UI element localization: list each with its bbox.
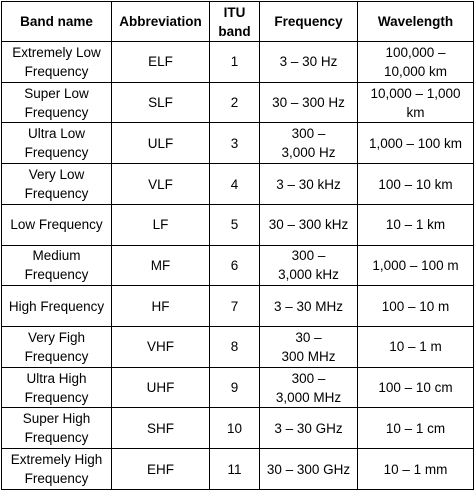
itu-band-cell: 7: [209, 285, 260, 328]
table-row: Very Low Frequency VLF 4 3 – 30 kHz 100 – 10…: [1, 163, 474, 205]
wavelength-cell: 10 – 1 m: [357, 326, 474, 368]
abbreviation-cell: HF: [111, 285, 210, 328]
itu-band-cell: 5: [209, 203, 260, 246]
band-name-cell: Low Frequency: [1, 203, 112, 246]
header-itu-band: ITU band: [209, 1, 260, 42]
abbreviation-cell: ULF: [111, 122, 210, 165]
band-name-cell: Ultra Low Frequency: [1, 122, 112, 165]
frequency-cell: 3 – 30 MHz: [259, 285, 358, 328]
band-name-cell: Extremely High Frequency: [1, 448, 112, 490]
table-row: High Frequency HF 7 3 – 30 MHz 100 – 10 m: [1, 285, 474, 328]
wavelength-cell: 1,000 – 100 m: [357, 244, 474, 287]
header-row: Band name Abbreviation ITU band Frequenc…: [1, 1, 474, 42]
abbreviation-cell: LF: [111, 203, 210, 246]
band-name-cell: Super High Frequency: [1, 407, 112, 450]
frequency-cell: 30 – 300 GHz: [259, 448, 358, 490]
wavelength-cell: 1,000 – 100 km: [357, 122, 474, 165]
frequency-cell: 300 – 3,000 kHz: [259, 244, 358, 287]
wavelength-cell: 100 – 10 km: [357, 163, 474, 205]
table-row: Low Frequency LF 5 30 – 300 kHz 10 – 1 km: [1, 203, 474, 246]
abbreviation-cell: UHF: [111, 366, 210, 409]
table-row: Extremely Low Frequency ELF 1 3 – 30 Hz 100,…: [1, 41, 474, 83]
table-row: Medium Frequency MF 6 300 – 3,000 kHz 1,000 …: [1, 244, 474, 287]
table-row: Very Figh Frequency VHF 8 30 – 300 MHz 10 – …: [1, 326, 474, 368]
table-row: Ultra High Frequency UHF 9 300 – 3,000 MHz 1…: [1, 366, 474, 409]
frequency-cell: 30 – 300 MHz: [259, 326, 358, 368]
wavelength-cell: 100,000 – 10,000 km: [357, 41, 474, 83]
frequency-cell: 300 – 3,000 Hz: [259, 122, 358, 165]
band-name-cell: Super Low Frequency: [1, 81, 112, 124]
itu-band-cell: 9: [209, 366, 260, 409]
band-name-cell: Medium Frequency: [1, 244, 112, 287]
itu-band-cell: 11: [209, 448, 260, 490]
itu-band-cell: 10: [209, 407, 260, 450]
itu-band-cell: 1: [209, 41, 260, 83]
abbreviation-cell: SHF: [111, 407, 210, 450]
abbreviation-cell: SLF: [111, 81, 210, 124]
abbreviation-cell: EHF: [111, 448, 210, 490]
frequency-cell: 30 – 300 kHz: [259, 203, 358, 246]
header-frequency: Frequency: [259, 1, 358, 42]
frequency-cell: 3 – 30 kHz: [259, 163, 358, 205]
header-wavelength: Wavelength: [357, 1, 474, 42]
itu-band-cell: 6: [209, 244, 260, 287]
wavelength-cell: 100 – 10 cm: [357, 366, 474, 409]
itu-band-cell: 8: [209, 326, 260, 368]
wavelength-cell: 100 – 10 m: [357, 285, 474, 328]
frequency-cell: 300 – 3,000 MHz: [259, 366, 358, 409]
abbreviation-cell: ELF: [111, 41, 210, 83]
band-name-cell: High Frequency: [1, 285, 112, 328]
header-band-name: Band name: [1, 1, 112, 42]
band-name-cell: Ultra High Frequency: [1, 366, 112, 409]
table-row: Ultra Low Frequency ULF 3 300 – 3,000 Hz 1,0…: [1, 122, 474, 165]
wavelength-cell: 10 – 1 km: [357, 203, 474, 246]
wavelength-cell: 10 – 1 mm: [357, 448, 474, 490]
itu-band-cell: 4: [209, 163, 260, 205]
header-abbreviation: Abbreviation: [111, 1, 210, 42]
itu-band-cell: 3: [209, 122, 260, 165]
frequency-cell: 3 – 30 Hz: [259, 41, 358, 83]
table-body: Extremely Low Frequency ELF 1 3 – 30 Hz 100,…: [1, 41, 474, 490]
frequency-cell: 30 – 300 Hz: [259, 81, 358, 124]
abbreviation-cell: VHF: [111, 326, 210, 368]
wavelength-cell: 10,000 – 1,000 km: [357, 81, 474, 124]
wavelength-cell: 10 – 1 cm: [357, 407, 474, 450]
table-row: Super Low Frequency SLF 2 30 – 300 Hz 10,000…: [1, 81, 474, 124]
table-row: Extremely High Frequency EHF 11 30 – 300 GH…: [1, 448, 474, 490]
band-name-cell: Very Low Frequency: [1, 163, 112, 205]
abbreviation-cell: MF: [111, 244, 210, 287]
frequency-cell: 3 – 30 GHz: [259, 407, 358, 450]
abbreviation-cell: VLF: [111, 163, 210, 205]
itu-band-cell: 2: [209, 81, 260, 124]
band-name-cell: Very Figh Frequency: [1, 326, 112, 368]
table-header: Band name Abbreviation ITU band Frequenc…: [1, 1, 474, 42]
band-name-cell: Extremely Low Frequency: [1, 41, 112, 83]
table-row: Super High Frequency SHF 10 3 – 30 GHz 10 – …: [1, 407, 474, 450]
